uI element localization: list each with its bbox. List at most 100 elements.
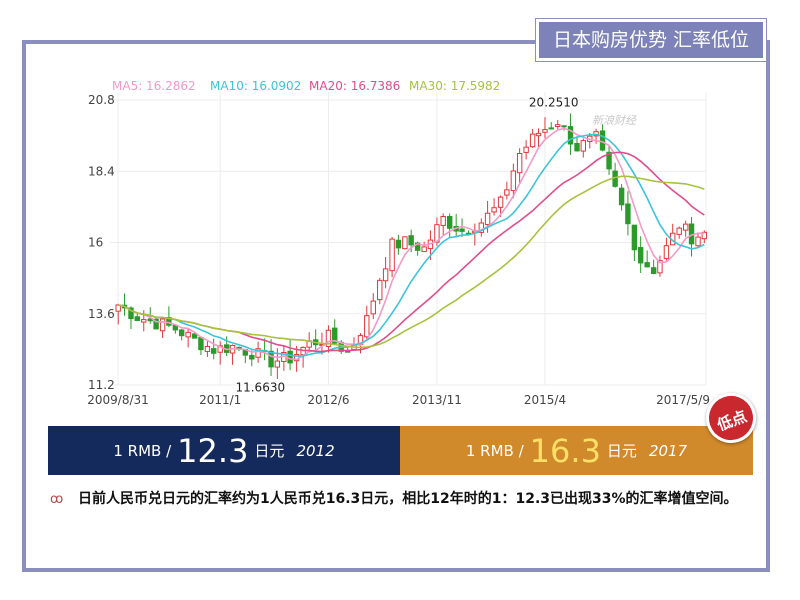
candle <box>625 191 631 236</box>
x-tick-label: 2011/1 <box>199 393 241 407</box>
candle <box>281 345 287 371</box>
candle <box>185 328 191 348</box>
candle-body <box>567 126 574 145</box>
candle <box>701 230 708 244</box>
candle-body <box>676 227 682 235</box>
candle-body <box>178 329 185 337</box>
candle-body <box>153 318 159 330</box>
rate-2012-unit: 日元 <box>254 442 285 460</box>
candle <box>325 325 332 353</box>
candle <box>657 255 663 277</box>
candle-body <box>548 127 554 130</box>
candle <box>242 348 249 364</box>
candle <box>364 305 370 341</box>
rate-2012-year: 2012 <box>296 441 335 460</box>
candle-body <box>491 207 497 213</box>
candle <box>440 213 446 236</box>
candle-body <box>478 222 485 233</box>
candle-body <box>574 142 580 152</box>
candle <box>676 226 682 239</box>
rate-2017-unit: 日元 <box>606 442 637 460</box>
candle <box>612 162 618 188</box>
candle-body <box>510 170 517 192</box>
legend-entry: MA20: 16.7386 <box>309 79 400 93</box>
candle-body <box>268 350 274 368</box>
candle <box>535 128 542 149</box>
candle-body <box>637 247 644 264</box>
rate-2017-prefix: 1 RMB / <box>465 441 524 460</box>
candle <box>210 338 217 360</box>
candle-body <box>198 337 204 351</box>
candle <box>255 341 261 363</box>
candle <box>504 181 510 200</box>
candle-body <box>217 345 223 353</box>
bullet-icon: ꝏ <box>50 492 64 507</box>
rate-2012-strip: 1 RMB / 12.3 日元 2012 <box>48 426 400 475</box>
legend-entry: MA10: 16.0902 <box>210 79 301 93</box>
candle-body <box>606 151 612 170</box>
candle-body <box>695 236 701 247</box>
candle <box>402 236 408 250</box>
candle-body <box>395 239 402 249</box>
candle-body <box>141 319 147 323</box>
candle <box>637 236 644 273</box>
candle <box>491 198 497 216</box>
candle <box>153 316 159 330</box>
y-tick-label: 11.2 <box>88 378 115 392</box>
candle-body <box>402 236 408 250</box>
candle <box>478 218 485 237</box>
candle <box>229 344 236 365</box>
y-tick-label: 20.8 <box>88 93 115 107</box>
candle <box>523 140 529 160</box>
candle-body <box>204 345 211 352</box>
rate-2017-value: 16.3 <box>529 431 601 470</box>
candle <box>580 138 586 158</box>
moving-average-lines <box>118 127 705 361</box>
candle <box>121 293 128 316</box>
candle <box>644 250 650 268</box>
candle <box>695 232 701 247</box>
candle-body <box>529 133 536 148</box>
candle-body <box>663 245 670 260</box>
ma-line <box>118 127 705 361</box>
candle-body <box>625 203 631 225</box>
y-tick-label: 18.4 <box>88 164 115 178</box>
candle <box>663 237 670 261</box>
candle-body <box>382 268 389 282</box>
candle <box>599 124 606 152</box>
candle <box>370 293 376 320</box>
x-tick-label: 2013/11 <box>412 393 462 407</box>
candle-body <box>210 348 217 354</box>
candle <box>377 277 383 305</box>
candle-body <box>459 228 465 232</box>
candle <box>555 120 561 130</box>
candle-body <box>325 329 332 347</box>
rate-2012-value: 12.3 <box>177 431 249 470</box>
candle-body <box>555 124 561 128</box>
candle <box>548 122 554 130</box>
candle-body <box>618 187 625 206</box>
candle <box>606 145 612 175</box>
high-annotation: 20.2510 <box>529 95 579 109</box>
candle-body <box>249 354 255 360</box>
candle-body <box>561 125 567 128</box>
candle <box>650 259 657 275</box>
candle <box>446 213 453 237</box>
candle-body <box>255 348 261 358</box>
candle-body <box>542 129 548 133</box>
candle-body <box>504 189 510 196</box>
candle-body <box>389 238 395 272</box>
candle-body <box>166 317 172 326</box>
candle-body <box>191 333 198 339</box>
x-tick-label: 2012/6 <box>307 393 349 407</box>
candle-body <box>535 132 542 137</box>
rate-2017-strip: 1 RMB / 16.3 日元 2017 <box>400 426 753 475</box>
low-annotation: 11.6630 <box>235 380 285 394</box>
candle-body <box>377 279 383 301</box>
candle <box>618 184 625 211</box>
candle-body <box>440 215 446 226</box>
candle <box>217 341 223 365</box>
candle-body <box>516 153 523 174</box>
